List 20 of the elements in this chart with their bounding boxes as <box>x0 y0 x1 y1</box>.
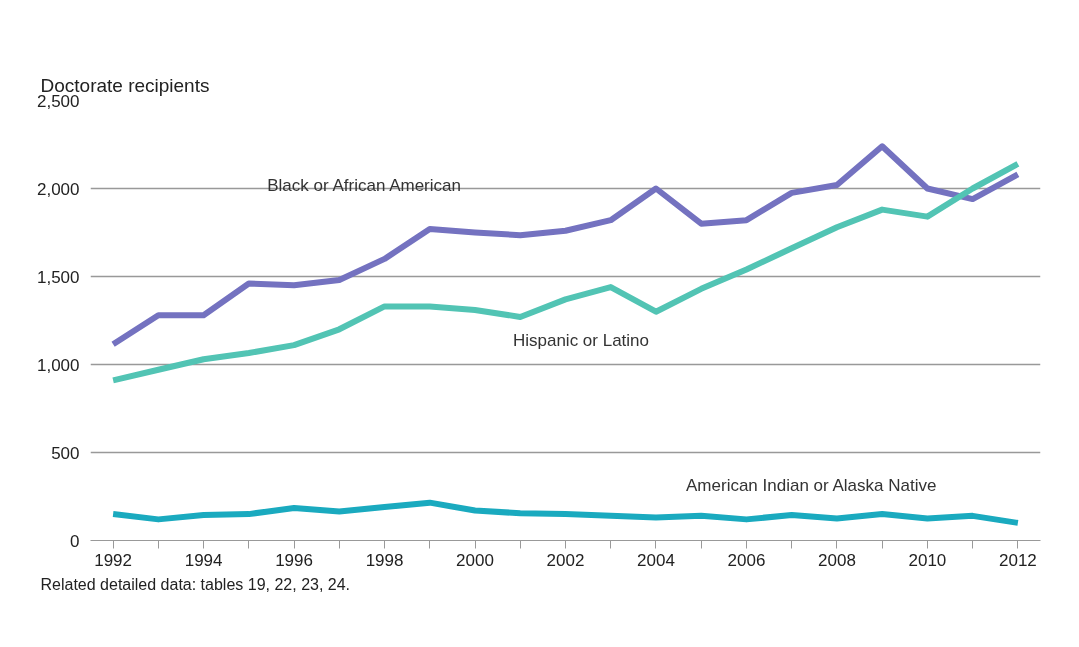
y-tick-label: 0 <box>70 531 80 551</box>
y-tick-label: 2,000 <box>36 179 80 199</box>
y-tick-label: 1,000 <box>36 355 80 375</box>
x-tick-label: 1996 <box>275 550 313 570</box>
x-tick-label: 2010 <box>908 550 947 570</box>
x-tick-label: 2012 <box>998 550 1037 570</box>
text: Related detailed data: tables 19, 22, 23, 24. <box>40 575 351 593</box>
x-tick-label: 1992 <box>94 550 133 570</box>
x-tick-label: 2004 <box>637 550 675 570</box>
series-label: American Indian or Alaska Native <box>686 475 937 495</box>
x-tick-label: 2000 <box>456 550 494 570</box>
series-label: Hispanic or Latino <box>512 330 650 350</box>
x-tick-label: 1994 <box>184 550 223 570</box>
x-tick-label: 2002 <box>546 550 585 570</box>
x-tick-label: 2006 <box>727 550 766 570</box>
x-tick-label: 2008 <box>818 550 856 570</box>
x-tick-label: 1998 <box>365 550 404 570</box>
y-tick-label: 1,500 <box>36 267 80 287</box>
text: Black or African American <box>267 175 461 195</box>
y-tick-label: 500 <box>51 443 80 463</box>
